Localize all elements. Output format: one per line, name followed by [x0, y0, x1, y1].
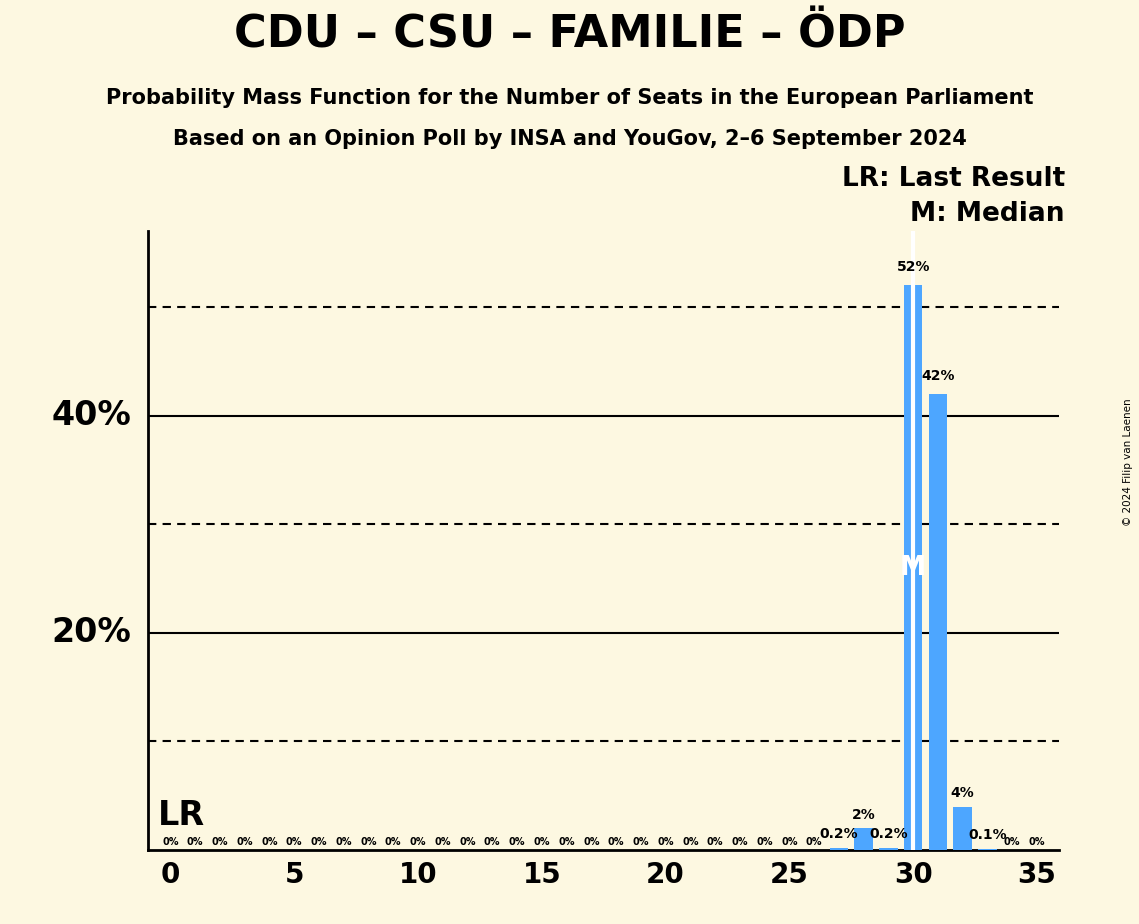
Text: 2%: 2%	[852, 808, 876, 821]
Text: 0%: 0%	[335, 837, 352, 847]
Text: 0.2%: 0.2%	[869, 827, 908, 842]
Text: Probability Mass Function for the Number of Seats in the European Parliament: Probability Mass Function for the Number…	[106, 88, 1033, 108]
Text: 20%: 20%	[51, 616, 131, 650]
Text: 0%: 0%	[781, 837, 797, 847]
Text: 0%: 0%	[657, 837, 674, 847]
Text: 0%: 0%	[731, 837, 748, 847]
Text: 0%: 0%	[311, 837, 327, 847]
Text: 0.2%: 0.2%	[820, 827, 858, 842]
Text: 0.1%: 0.1%	[968, 829, 1007, 843]
Text: 0%: 0%	[286, 837, 303, 847]
Text: 0%: 0%	[558, 837, 575, 847]
Text: 52%: 52%	[896, 261, 929, 274]
Text: 0%: 0%	[484, 837, 500, 847]
Text: 40%: 40%	[51, 399, 131, 432]
Text: CDU – CSU – FAMILIE – ÖDP: CDU – CSU – FAMILIE – ÖDP	[233, 14, 906, 57]
Text: 0%: 0%	[806, 837, 822, 847]
Text: 0%: 0%	[632, 837, 649, 847]
Text: 0%: 0%	[509, 837, 525, 847]
Text: 0%: 0%	[410, 837, 426, 847]
Text: M: Median: M: Median	[910, 201, 1065, 227]
Bar	[953, 807, 972, 850]
Bar	[854, 828, 872, 850]
Text: 0%: 0%	[533, 837, 550, 847]
Text: 0%: 0%	[385, 837, 401, 847]
Text: 0%: 0%	[1029, 837, 1046, 847]
Text: 0%: 0%	[1003, 837, 1021, 847]
Bar	[928, 394, 948, 850]
Bar	[829, 848, 849, 850]
Text: 0%: 0%	[682, 837, 698, 847]
Text: LR: Last Result: LR: Last Result	[842, 166, 1065, 192]
Bar	[904, 286, 923, 850]
Text: 0%: 0%	[434, 837, 451, 847]
Text: 0%: 0%	[261, 837, 278, 847]
Text: © 2024 Filip van Laenen: © 2024 Filip van Laenen	[1123, 398, 1133, 526]
Text: M: M	[900, 554, 926, 580]
Text: 0%: 0%	[608, 837, 624, 847]
Text: Based on an Opinion Poll by INSA and YouGov, 2–6 September 2024: Based on an Opinion Poll by INSA and You…	[173, 129, 966, 150]
Text: 0%: 0%	[583, 837, 599, 847]
Text: 0%: 0%	[756, 837, 773, 847]
Bar	[978, 849, 997, 850]
Bar	[879, 848, 898, 850]
Text: 0%: 0%	[459, 837, 476, 847]
Text: 0%: 0%	[162, 837, 179, 847]
Text: 0%: 0%	[187, 837, 204, 847]
Text: 0%: 0%	[707, 837, 723, 847]
Text: 42%: 42%	[921, 369, 954, 383]
Text: LR: LR	[158, 799, 205, 832]
Text: 0%: 0%	[360, 837, 377, 847]
Text: 0%: 0%	[212, 837, 228, 847]
Text: 0%: 0%	[237, 837, 253, 847]
Text: 4%: 4%	[951, 786, 975, 800]
